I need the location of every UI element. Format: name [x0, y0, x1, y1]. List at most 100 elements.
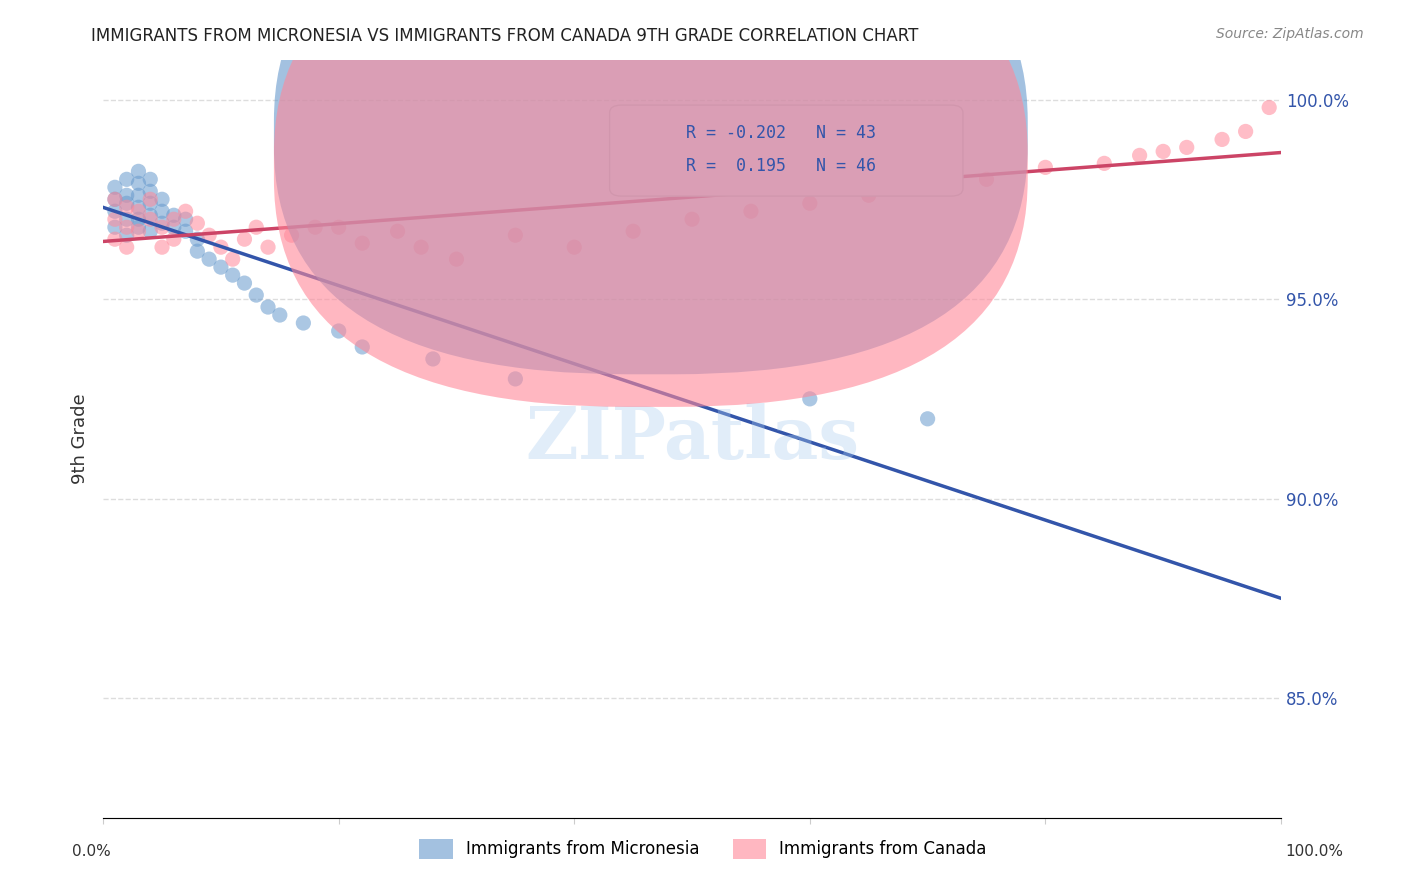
- Point: [139, 196, 162, 211]
- Point: [269, 308, 291, 322]
- Point: [411, 240, 433, 254]
- Point: [139, 212, 162, 227]
- Text: ZIPatlas: ZIPatlas: [524, 403, 859, 475]
- Point: [139, 224, 162, 238]
- Point: [115, 212, 138, 227]
- Point: [115, 228, 138, 243]
- Point: [174, 224, 197, 238]
- Point: [150, 240, 173, 254]
- Point: [186, 216, 208, 230]
- Point: [115, 240, 138, 254]
- Point: [150, 216, 173, 230]
- Point: [174, 212, 197, 227]
- Point: [198, 228, 221, 243]
- Point: [127, 212, 149, 227]
- Text: R =  0.195   N = 46: R = 0.195 N = 46: [686, 157, 876, 175]
- Point: [799, 392, 821, 406]
- Point: [1175, 140, 1198, 154]
- Point: [139, 208, 162, 222]
- Point: [115, 220, 138, 235]
- Point: [115, 188, 138, 202]
- Point: [1035, 161, 1057, 175]
- Point: [976, 172, 998, 186]
- Point: [115, 200, 138, 214]
- Point: [163, 232, 186, 246]
- Point: [917, 412, 939, 426]
- Point: [127, 177, 149, 191]
- Point: [221, 268, 243, 282]
- Point: [233, 232, 256, 246]
- Text: 0.0%: 0.0%: [72, 845, 111, 859]
- Point: [127, 188, 149, 202]
- Point: [150, 204, 173, 219]
- Point: [352, 340, 374, 354]
- Point: [127, 220, 149, 235]
- Point: [127, 200, 149, 214]
- Point: [280, 228, 302, 243]
- Y-axis label: 9th Grade: 9th Grade: [72, 393, 89, 484]
- Point: [150, 220, 173, 235]
- Point: [1129, 148, 1152, 162]
- Point: [1211, 132, 1233, 146]
- Point: [209, 240, 232, 254]
- Point: [621, 224, 644, 238]
- Point: [328, 220, 350, 235]
- Point: [127, 204, 149, 219]
- Point: [198, 252, 221, 267]
- Text: 100.0%: 100.0%: [1285, 845, 1344, 859]
- Point: [139, 192, 162, 206]
- Point: [1234, 124, 1257, 138]
- Point: [1092, 156, 1115, 170]
- Point: [174, 204, 197, 219]
- Point: [221, 252, 243, 267]
- Point: [1152, 145, 1174, 159]
- Point: [352, 236, 374, 251]
- Point: [209, 260, 232, 274]
- Point: [104, 212, 127, 227]
- Point: [150, 192, 173, 206]
- Point: [186, 232, 208, 246]
- Point: [163, 212, 186, 227]
- Point: [505, 228, 527, 243]
- Point: [163, 220, 186, 235]
- Point: [422, 351, 444, 366]
- Point: [115, 172, 138, 186]
- Point: [115, 196, 138, 211]
- Point: [104, 204, 127, 219]
- Point: [858, 188, 880, 202]
- Point: [186, 244, 208, 259]
- Legend: Immigrants from Micronesia, Immigrants from Canada: Immigrants from Micronesia, Immigrants f…: [412, 832, 994, 866]
- Point: [139, 172, 162, 186]
- Point: [505, 372, 527, 386]
- Point: [127, 164, 149, 178]
- Point: [104, 192, 127, 206]
- Point: [740, 204, 762, 219]
- Point: [292, 316, 315, 330]
- Point: [127, 224, 149, 238]
- Point: [681, 212, 703, 227]
- FancyBboxPatch shape: [274, 0, 1028, 375]
- Point: [257, 300, 280, 314]
- Point: [1258, 101, 1281, 115]
- Text: Source: ZipAtlas.com: Source: ZipAtlas.com: [1216, 27, 1364, 41]
- Point: [163, 208, 186, 222]
- Text: R = -0.202   N = 43: R = -0.202 N = 43: [686, 124, 876, 142]
- Point: [245, 220, 267, 235]
- Point: [257, 240, 280, 254]
- Point: [104, 180, 127, 194]
- Point: [233, 276, 256, 290]
- Point: [446, 252, 468, 267]
- Point: [799, 196, 821, 211]
- FancyBboxPatch shape: [274, 0, 1028, 407]
- FancyBboxPatch shape: [610, 105, 963, 196]
- Point: [387, 224, 409, 238]
- Point: [304, 220, 326, 235]
- Text: IMMIGRANTS FROM MICRONESIA VS IMMIGRANTS FROM CANADA 9TH GRADE CORRELATION CHART: IMMIGRANTS FROM MICRONESIA VS IMMIGRANTS…: [91, 27, 918, 45]
- Point: [917, 180, 939, 194]
- Point: [245, 288, 267, 302]
- Point: [139, 184, 162, 198]
- Point: [562, 240, 585, 254]
- Point: [104, 232, 127, 246]
- Point: [328, 324, 350, 338]
- Point: [104, 220, 127, 235]
